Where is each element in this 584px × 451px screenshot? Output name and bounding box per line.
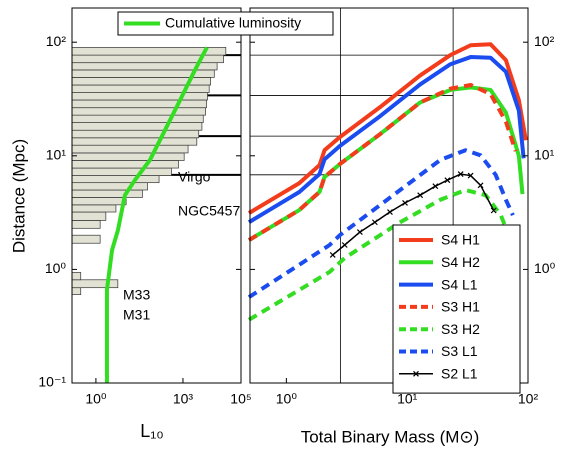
x-tick-label: 10⁰ (85, 391, 107, 407)
plot-frame (71, 7, 242, 384)
legend-marker (413, 370, 419, 377)
x-tick-label: 10⁵ (230, 391, 251, 407)
data-point (402, 199, 408, 206)
histogram-bar (71, 107, 206, 116)
histogram-bar (71, 234, 101, 244)
legend-label: S3 H2 (441, 321, 480, 337)
x-axis-label: L₁₀ (140, 421, 164, 441)
histogram-bar (71, 182, 148, 191)
histogram-bar (71, 160, 179, 169)
histogram-bar (71, 189, 143, 198)
x-tick-label: 10² (518, 391, 539, 407)
annotation: M33 (123, 287, 150, 303)
histogram-bar (71, 279, 119, 289)
legend-label: S3 L1 (441, 343, 478, 359)
histogram-bar (71, 122, 203, 131)
histogram-bar (71, 167, 172, 176)
legend-label: S4 H2 (441, 254, 480, 270)
annotation: NGC5457 (178, 203, 240, 219)
data-line (247, 42, 528, 215)
legend-box (117, 11, 334, 36)
y-tick-label: 10⁰ (45, 260, 67, 276)
data-line (247, 85, 525, 242)
histogram-bar (71, 144, 189, 154)
histogram-bar (71, 99, 207, 109)
y-tick-label: 10¹ (534, 147, 555, 163)
histogram-bar (71, 152, 185, 161)
data-point (467, 172, 474, 179)
annotation: M31 (123, 307, 150, 323)
y-axis-label: Distance (Mpc) (9, 139, 28, 253)
histogram-bar (71, 137, 198, 146)
legend-label: Cumulative luminosity (165, 15, 301, 31)
histogram-bar (71, 92, 208, 101)
data-point (329, 252, 336, 258)
x-tick-label: 10³ (173, 391, 194, 407)
histogram-bar (71, 114, 204, 123)
y-tick-label: 10² (46, 33, 67, 49)
x-tick-label: 10⁰ (276, 391, 298, 407)
histogram-bar (71, 272, 82, 281)
data-point (371, 219, 378, 226)
data-point (432, 183, 439, 190)
data-point (444, 177, 451, 184)
y-tick-label: 10⁻¹ (38, 374, 66, 390)
data-point (457, 171, 464, 178)
histogram-bar (71, 129, 200, 139)
data-line (247, 55, 526, 224)
y-tick-label: 10⁰ (534, 260, 556, 276)
histogram-bar (71, 204, 117, 213)
data-line (247, 187, 518, 322)
x-tick-label: 10¹ (397, 391, 418, 407)
histogram-bar (71, 287, 82, 295)
data-point (417, 192, 424, 199)
histogram-bar (71, 211, 107, 221)
legend-label: S4 L1 (441, 276, 478, 292)
legend-label: S3 H1 (441, 299, 480, 315)
plot-frame (249, 7, 529, 384)
data-point (356, 229, 363, 236)
data-point (341, 242, 348, 248)
histogram-bar (71, 175, 160, 184)
y-tick-label: 10¹ (46, 147, 67, 163)
data-line (247, 82, 518, 242)
legend-box (392, 224, 521, 394)
histogram-bar (71, 220, 101, 229)
legend-label: S4 H1 (441, 232, 480, 248)
data-point (490, 207, 497, 214)
annotation: Virgo (178, 169, 211, 185)
y-tick-label: 10² (534, 33, 555, 49)
data-point (387, 209, 393, 215)
legend-label: S2 L1 (441, 366, 478, 382)
data-point (477, 182, 484, 189)
data-line (104, 46, 209, 383)
histogram-bar (71, 197, 127, 206)
x-axis-label: Total Binary Mass (M⊙) (301, 427, 480, 446)
